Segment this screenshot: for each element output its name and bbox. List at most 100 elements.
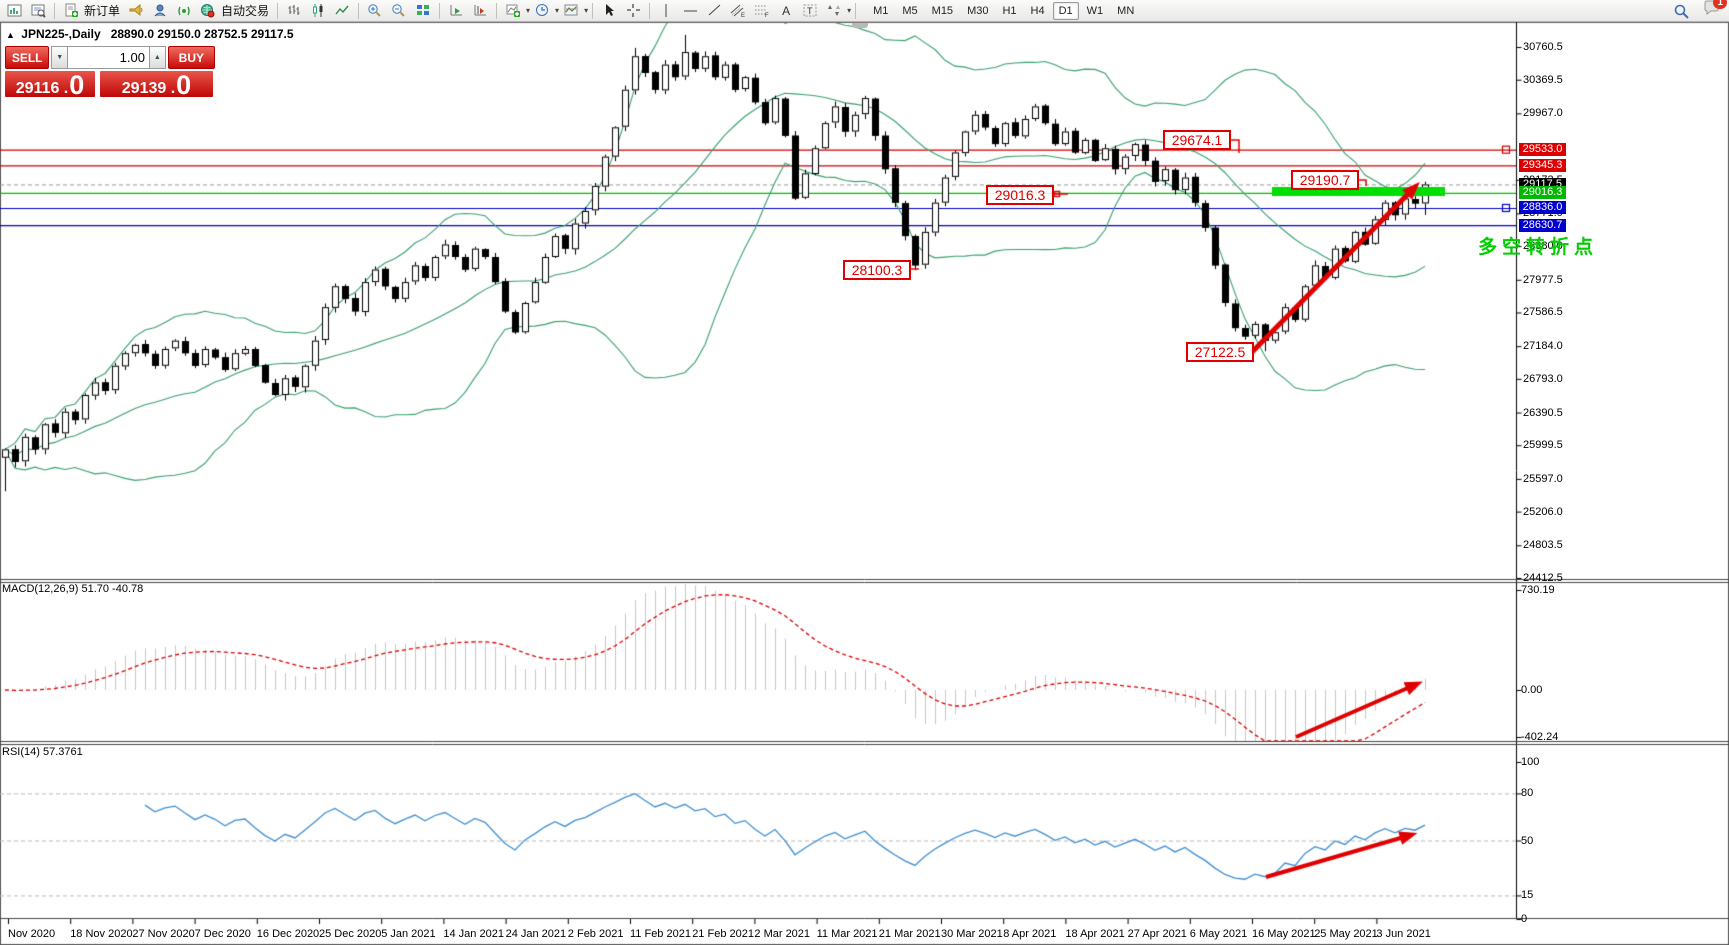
price-line-badge: 29345.3 xyxy=(1519,158,1566,172)
date-axis-label: Nov 2020 xyxy=(8,928,56,940)
timeframe-button-H1[interactable]: H1 xyxy=(1002,4,1017,17)
price-axis-tick: 27184.0 xyxy=(1523,340,1563,353)
volume-increase-button[interactable]: ▲ xyxy=(148,46,166,69)
macd-axis-tick: 0.00 xyxy=(1521,684,1543,696)
fibonacci-tool-icon[interactable]: F xyxy=(750,1,774,21)
price-line-badge: 28836.0 xyxy=(1519,201,1566,215)
window-splitter-handle[interactable] xyxy=(852,23,868,28)
arrows-dropdown-caret[interactable]: ▾ xyxy=(847,6,852,15)
chart-shift-icon[interactable] xyxy=(468,1,492,21)
line-chart-icon[interactable] xyxy=(330,1,354,21)
sell-price-main: 29116 . xyxy=(15,80,69,97)
horizontal-line-tool-icon[interactable] xyxy=(678,1,702,21)
text-label-tool-icon[interactable]: T xyxy=(798,1,822,21)
one-click-trading-panel: SELL ▼ 1.00 ▲ BUY 29116 . 0 29139 . 0 xyxy=(5,46,215,100)
timeframe-button-W1[interactable]: W1 xyxy=(1086,4,1104,17)
toolbar-separator xyxy=(358,2,360,19)
rsi-indicator-label: RSI(14) 57.3761 xyxy=(2,746,83,758)
price-axis-tick: 26390.5 xyxy=(1523,406,1563,419)
auto-scroll-icon[interactable] xyxy=(444,1,468,21)
date-axis-label: 25 May 2021 xyxy=(1314,928,1378,940)
price-callout-box[interactable]: 29674.1 xyxy=(1163,130,1231,150)
new-order-label[interactable]: 新订单 xyxy=(84,4,121,18)
price-axis-tick: 29967.0 xyxy=(1523,107,1563,120)
chart-title: ▲ JPN225-,Daily 28890.0 29150.0 28752.5 … xyxy=(6,27,294,41)
date-axis-label: 24 Jan 2021 xyxy=(505,928,567,940)
equidistant-channel-tool-icon[interactable]: E xyxy=(726,1,750,21)
cursor-icon[interactable] xyxy=(597,1,621,21)
svg-text:T: T xyxy=(807,6,813,16)
price-axis-tick: 27586.5 xyxy=(1523,306,1563,319)
text-tool-icon[interactable]: A xyxy=(782,3,791,18)
main-toolbar: 新订单 自动交易 ▾ ▾ ▾ E F A T ▾ M1 M5 M15 M30 H1 H4 D… xyxy=(0,0,1729,22)
buy-price-big-digit: 0 xyxy=(176,70,192,100)
timeframe-button-H4[interactable]: H4 xyxy=(1030,4,1045,17)
price-callout-box[interactable]: 29190.7 xyxy=(1291,170,1359,190)
auto-trading-icon[interactable] xyxy=(196,1,220,21)
sell-price-display[interactable]: 29116 . 0 xyxy=(5,71,95,99)
price-axis-tick: 25597.0 xyxy=(1523,472,1563,485)
indicators-dropdown-caret[interactable]: ▾ xyxy=(526,6,531,15)
tile-windows-icon[interactable] xyxy=(411,1,435,21)
symbol-marker: ▲ xyxy=(6,30,15,40)
timeframes-clock-icon[interactable] xyxy=(530,1,554,21)
zoom-out-icon[interactable] xyxy=(387,1,411,21)
bar-chart-icon[interactable] xyxy=(282,1,306,21)
timeframe-button-M15[interactable]: M15 xyxy=(931,4,954,17)
date-axis-label: 18 Apr 2021 xyxy=(1065,928,1125,940)
price-axis-tick: 30760.5 xyxy=(1523,41,1563,53)
toolbar-separator xyxy=(649,2,651,19)
templates-icon[interactable] xyxy=(559,1,583,21)
buy-price-main: 29139 . xyxy=(121,80,176,97)
date-axis-label: 3 Jun 2021 xyxy=(1376,928,1431,940)
date-axis-label: 2 Mar 2021 xyxy=(754,928,811,940)
horn-icon[interactable] xyxy=(124,1,148,21)
buy-price-display[interactable]: 29139 . 0 xyxy=(100,70,213,100)
price-axis-tick: 25206.0 xyxy=(1523,505,1563,518)
volume-input[interactable]: 1.00 xyxy=(68,46,149,69)
buy-button[interactable]: BUY xyxy=(167,46,215,69)
profile-icon[interactable] xyxy=(148,1,172,21)
price-callout-box[interactable]: 28100.3 xyxy=(843,260,911,280)
bull-bear-turning-point-note: 多空转折点 xyxy=(1478,237,1599,258)
search-icon[interactable] xyxy=(1669,1,1693,21)
rsi-axis-tick: 15 xyxy=(1521,889,1534,902)
price-line-badge: 29533.0 xyxy=(1519,143,1566,157)
crosshair-icon[interactable] xyxy=(621,1,645,21)
macd-axis-tick: -402.24 xyxy=(1521,731,1559,743)
date-axis-label: 30 Mar 2021 xyxy=(941,928,1003,940)
timeframe-button-D1[interactable]: D1 xyxy=(1052,1,1079,20)
templates-dropdown-caret[interactable]: ▾ xyxy=(584,6,589,15)
price-callout-box[interactable]: 29016.3 xyxy=(986,185,1054,205)
price-line-badge: 28630.7 xyxy=(1519,218,1566,232)
timeframes-dropdown-caret[interactable]: ▾ xyxy=(555,6,560,15)
timeframe-button-MN[interactable]: MN xyxy=(1117,4,1135,17)
chat-icon[interactable]: 1 xyxy=(1703,0,1727,21)
new-order-icon[interactable] xyxy=(59,1,83,21)
signal-icon[interactable] xyxy=(172,1,196,21)
toolbar-separator xyxy=(496,2,498,19)
timeframe-button-M1[interactable]: M1 xyxy=(873,4,889,17)
volume-decrease-button[interactable]: ▼ xyxy=(51,46,69,69)
chart-window-icon[interactable] xyxy=(2,1,26,21)
date-axis-label: 5 Jan 2021 xyxy=(381,928,436,940)
timeframe-group: M1 M5 M15 M30 H1 H4 D1 W1 MN xyxy=(866,1,1141,20)
indicators-icon[interactable] xyxy=(501,1,525,21)
arrows-tool-icon[interactable] xyxy=(822,1,846,21)
toolbar-separator xyxy=(855,2,857,19)
vertical-line-tool-icon[interactable] xyxy=(654,1,678,21)
price-callout-box[interactable]: 27122.5 xyxy=(1186,342,1254,362)
zoom-in-icon[interactable] xyxy=(363,1,387,21)
timeframe-button-M5[interactable]: M5 xyxy=(902,4,918,17)
price-axis-tick: 24412.5 xyxy=(1523,571,1563,584)
trendline-tool-icon[interactable] xyxy=(702,1,726,21)
data-window-icon[interactable] xyxy=(26,1,50,21)
auto-trading-label[interactable]: 自动交易 xyxy=(221,4,270,18)
sell-button[interactable]: SELL xyxy=(5,46,50,69)
notification-badge[interactable]: 1 xyxy=(1713,0,1727,9)
timeframe-button-M30[interactable]: M30 xyxy=(967,4,989,17)
candlestick-icon[interactable] xyxy=(306,1,330,21)
date-axis-label: 11 Mar 2021 xyxy=(816,928,878,940)
toolbar-separator xyxy=(54,2,55,19)
